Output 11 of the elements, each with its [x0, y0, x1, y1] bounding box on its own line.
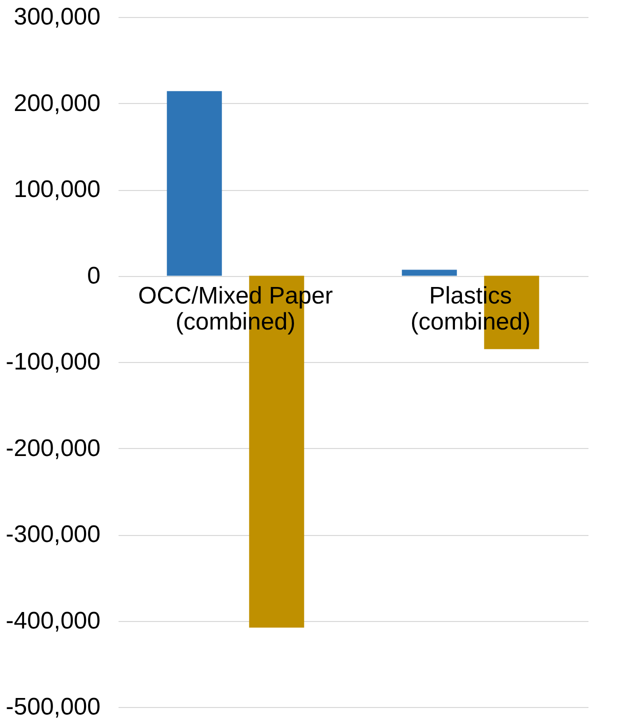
y-tick-label: 200,000 [14, 90, 100, 117]
y-tick-label: -300,000 [6, 521, 100, 548]
y-tick-label: -100,000 [6, 348, 100, 376]
y-tick-label: 100,000 [14, 176, 100, 203]
bar [402, 270, 457, 276]
y-tick-label: 0 [87, 262, 100, 290]
y-tick-label: -200,000 [6, 434, 100, 462]
y-tick-label: 300,000 [14, 4, 100, 30]
bar [166, 91, 222, 276]
y-tick-label: -500,000 [6, 694, 100, 720]
y-tick-label: -400,000 [6, 607, 100, 634]
